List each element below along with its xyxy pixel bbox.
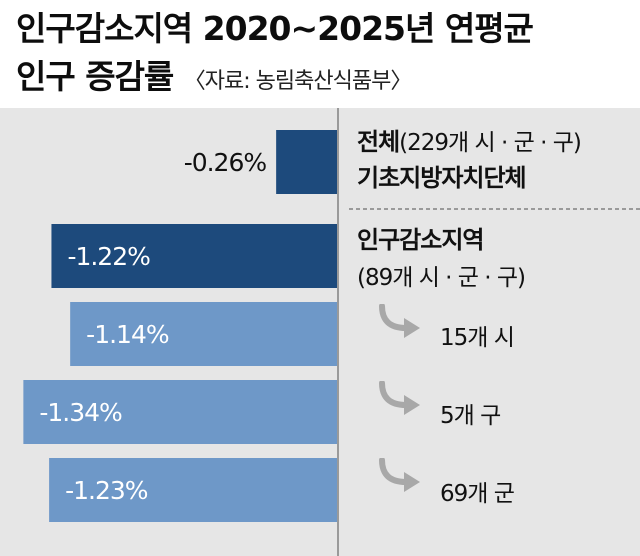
label-sub-gun: 69개 군 <box>440 481 515 507</box>
label-total: 전체(229개 시 · 군 · 구) <box>357 122 582 157</box>
curved-arrow-right-icon <box>379 458 420 492</box>
chart-area: -0.26% -1.22% -1.14% -1.34% -1.23% 전체(229개 시… <box>0 108 640 556</box>
bar-4 <box>49 458 337 522</box>
source-note: 〈자료: 농림축산식품부〉 <box>183 69 413 94</box>
value-label-2: -1.14% <box>86 320 169 349</box>
value-label-0: -0.26% <box>184 148 267 177</box>
bar-2 <box>70 302 337 366</box>
chart-subtitle-text: 인구 증감률 <box>16 57 174 96</box>
label-decline-count: (89개 시 · 군 · 구) <box>357 265 526 291</box>
value-label-4: -1.23% <box>65 476 148 505</box>
label-decline: 인구감소지역 <box>357 226 484 254</box>
chart-subtitle: 인구 증감률 〈자료: 농림축산식품부〉 <box>16 50 413 98</box>
bar-0 <box>276 130 337 194</box>
value-label-3: -1.34% <box>39 398 122 427</box>
curved-arrow-right-icon <box>379 381 420 415</box>
bar-3 <box>23 380 338 444</box>
label-sub-gu: 5개 구 <box>440 403 501 429</box>
value-label-1: -1.22% <box>67 242 150 271</box>
label-total-main: 전체 <box>357 128 400 156</box>
bar-chart: -0.26% -1.22% -1.14% -1.34% -1.23% <box>23 108 640 556</box>
label-total-sub: 기초지방자치단체 <box>357 164 527 192</box>
label-sub-si: 15개 시 <box>440 325 515 351</box>
bar-1 <box>51 224 337 288</box>
chart-title: 인구감소지역 2020~2025년 연평균 <box>16 9 534 48</box>
curved-arrow-right-icon <box>379 304 420 338</box>
label-total-count: (229개 시 · 군 · 구) <box>399 130 582 156</box>
